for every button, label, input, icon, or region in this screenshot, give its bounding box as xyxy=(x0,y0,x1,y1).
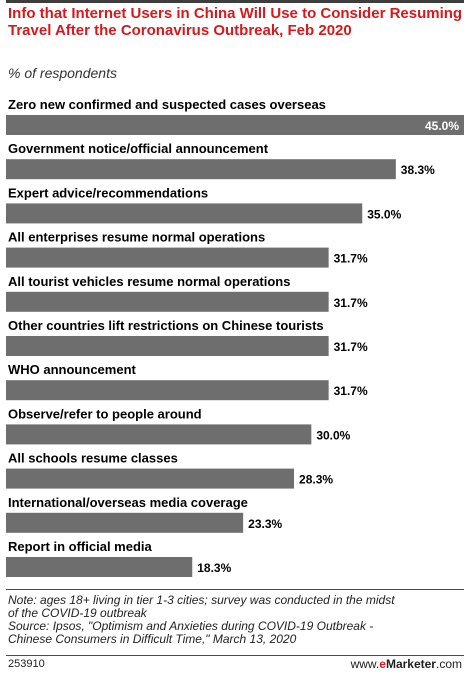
category-label: Report in official media xyxy=(8,539,153,554)
brand-link[interactable]: www.eMarketer.com xyxy=(351,657,462,671)
chart-subtitle: % of respondents xyxy=(8,65,117,81)
bar xyxy=(6,557,193,577)
value-label: 30.0% xyxy=(316,428,350,442)
bar xyxy=(6,512,244,533)
chart-id: 253910 xyxy=(8,658,45,670)
bar xyxy=(6,336,329,356)
bar xyxy=(6,203,363,224)
note-line: Note: ages 18+ living in tier 1-3 cities… xyxy=(8,593,395,607)
value-label: 31.7% xyxy=(334,296,368,310)
category-label: All enterprises resume normal operations xyxy=(8,230,265,245)
bar-chart: Zero new confirmed and suspected cases o… xyxy=(6,97,464,577)
chart-title: Info that Internet Users in China Will U… xyxy=(8,5,463,39)
value-label: 23.3% xyxy=(248,517,282,531)
brand-e: e xyxy=(379,657,386,671)
value-label: 31.7% xyxy=(334,252,368,266)
note-line: of the COVID-19 outbreak xyxy=(8,606,147,620)
brand-suffix: .com xyxy=(435,657,462,671)
source-line: Chinese Consumers in Difficult Time," Ma… xyxy=(8,632,297,646)
brand-prefix: www. xyxy=(350,657,380,671)
notes-divider xyxy=(6,589,464,590)
category-label: Government notice/official announcement xyxy=(8,141,269,156)
value-label: 45.0% xyxy=(425,119,459,133)
category-label: All schools resume classes xyxy=(8,451,178,466)
value-label: 28.3% xyxy=(299,473,333,487)
category-label: Other countries lift restrictions on Chi… xyxy=(8,318,324,333)
category-label: International/overseas media coverage xyxy=(8,495,248,510)
value-label: 35.0% xyxy=(367,207,401,221)
bar xyxy=(6,247,329,268)
category-label: All tourist vehicles resume normal opera… xyxy=(8,274,290,289)
category-label: Zero new confirmed and suspected cases o… xyxy=(8,97,326,112)
value-label: 31.7% xyxy=(334,340,368,354)
bar xyxy=(6,468,295,489)
top-rule xyxy=(6,0,464,3)
bar xyxy=(6,424,312,445)
bar xyxy=(6,115,464,135)
category-label: Observe/refer to people around xyxy=(8,406,202,421)
category-label: WHO announcement xyxy=(8,362,137,377)
bar xyxy=(6,291,329,312)
brand-name: Marketer xyxy=(385,657,436,671)
value-label: 31.7% xyxy=(334,384,368,398)
source-line: Source: Ipsos, "Optimism and Anxieties d… xyxy=(8,619,374,633)
bar xyxy=(6,159,396,180)
bar xyxy=(6,380,329,401)
chart-notes: Note: ages 18+ living in tier 1-3 cities… xyxy=(8,594,464,646)
category-label: Expert advice/recommendations xyxy=(8,185,208,200)
footer-divider xyxy=(6,655,464,656)
value-label: 18.3% xyxy=(197,561,231,575)
value-label: 38.3% xyxy=(401,163,435,177)
